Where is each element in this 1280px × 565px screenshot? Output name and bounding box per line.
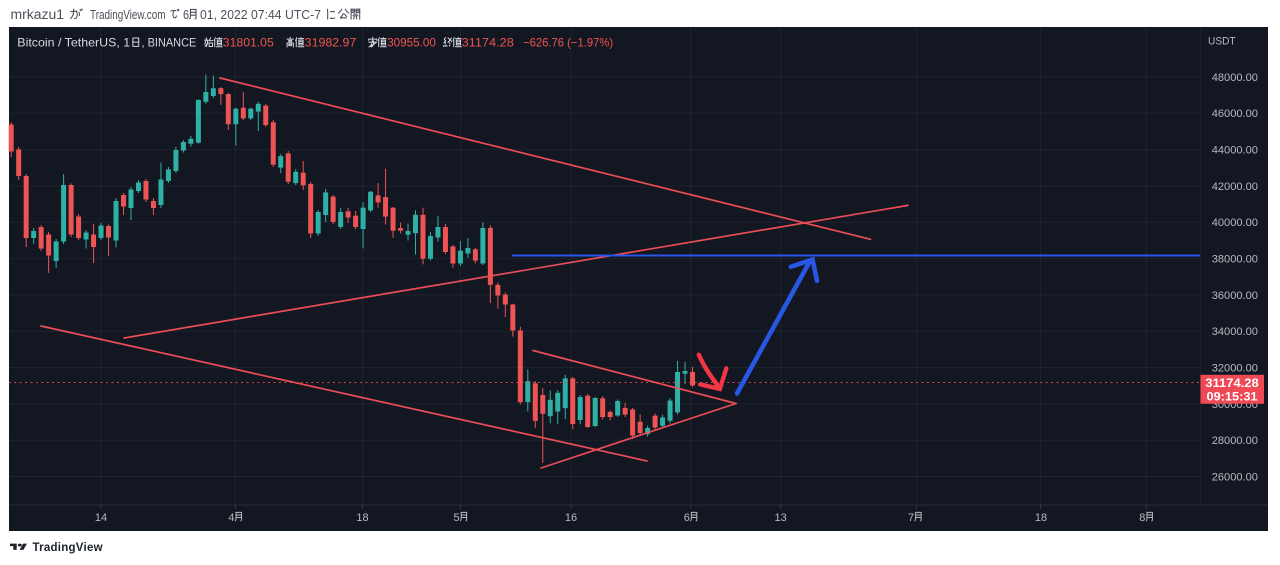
svg-text:USDT: USDT [1208, 36, 1236, 48]
svg-text:42000.00: 42000.00 [1212, 181, 1258, 193]
svg-text:TradingView: TradingView [33, 542, 103, 554]
svg-text:38000.00: 38000.00 [1212, 254, 1258, 266]
svg-text:16: 16 [565, 512, 577, 524]
svg-text:48000.00: 48000.00 [1212, 72, 1258, 84]
svg-text:13: 13 [774, 512, 786, 524]
svg-text:09:15:31: 09:15:31 [1207, 390, 1258, 404]
svg-text:, BINANCE: , BINANCE [142, 36, 197, 50]
svg-text:−626.76 (−1.97%): −626.76 (−1.97%) [523, 36, 613, 50]
svg-text:8: 8 [1139, 512, 1145, 524]
svg-text:Bitcoin / TetherUS, 1: Bitcoin / TetherUS, 1 [17, 36, 130, 50]
svg-text:46000.00: 46000.00 [1212, 108, 1258, 120]
svg-text:31174.28: 31174.28 [1205, 376, 1259, 390]
svg-text:32000.00: 32000.00 [1212, 362, 1258, 374]
svg-text:TradingView.com: TradingView.com [90, 7, 166, 22]
svg-text:40000.00: 40000.00 [1212, 217, 1258, 229]
svg-text:36000.00: 36000.00 [1212, 290, 1258, 302]
svg-text:18: 18 [1035, 512, 1047, 524]
svg-text:26000.00: 26000.00 [1212, 471, 1258, 483]
svg-text:44000.00: 44000.00 [1212, 145, 1258, 157]
svg-text:5: 5 [454, 512, 460, 524]
svg-text:31982.97: 31982.97 [305, 36, 357, 50]
svg-text:mrkazu1: mrkazu1 [11, 7, 65, 22]
svg-text:28000.00: 28000.00 [1212, 435, 1258, 447]
svg-text:7: 7 [908, 512, 914, 524]
svg-text:31801.05: 31801.05 [223, 36, 274, 50]
svg-text:30955.00: 30955.00 [387, 36, 436, 50]
svg-text:6: 6 [684, 512, 690, 524]
svg-text:18: 18 [356, 512, 368, 524]
svg-text:01, 2022 07:44 UTC-7: 01, 2022 07:44 UTC-7 [200, 7, 321, 22]
svg-text:6: 6 [183, 7, 189, 22]
svg-text:14: 14 [95, 512, 107, 524]
svg-text:4: 4 [228, 512, 234, 524]
svg-text:34000.00: 34000.00 [1212, 326, 1258, 338]
svg-text:31174.28: 31174.28 [462, 36, 515, 50]
